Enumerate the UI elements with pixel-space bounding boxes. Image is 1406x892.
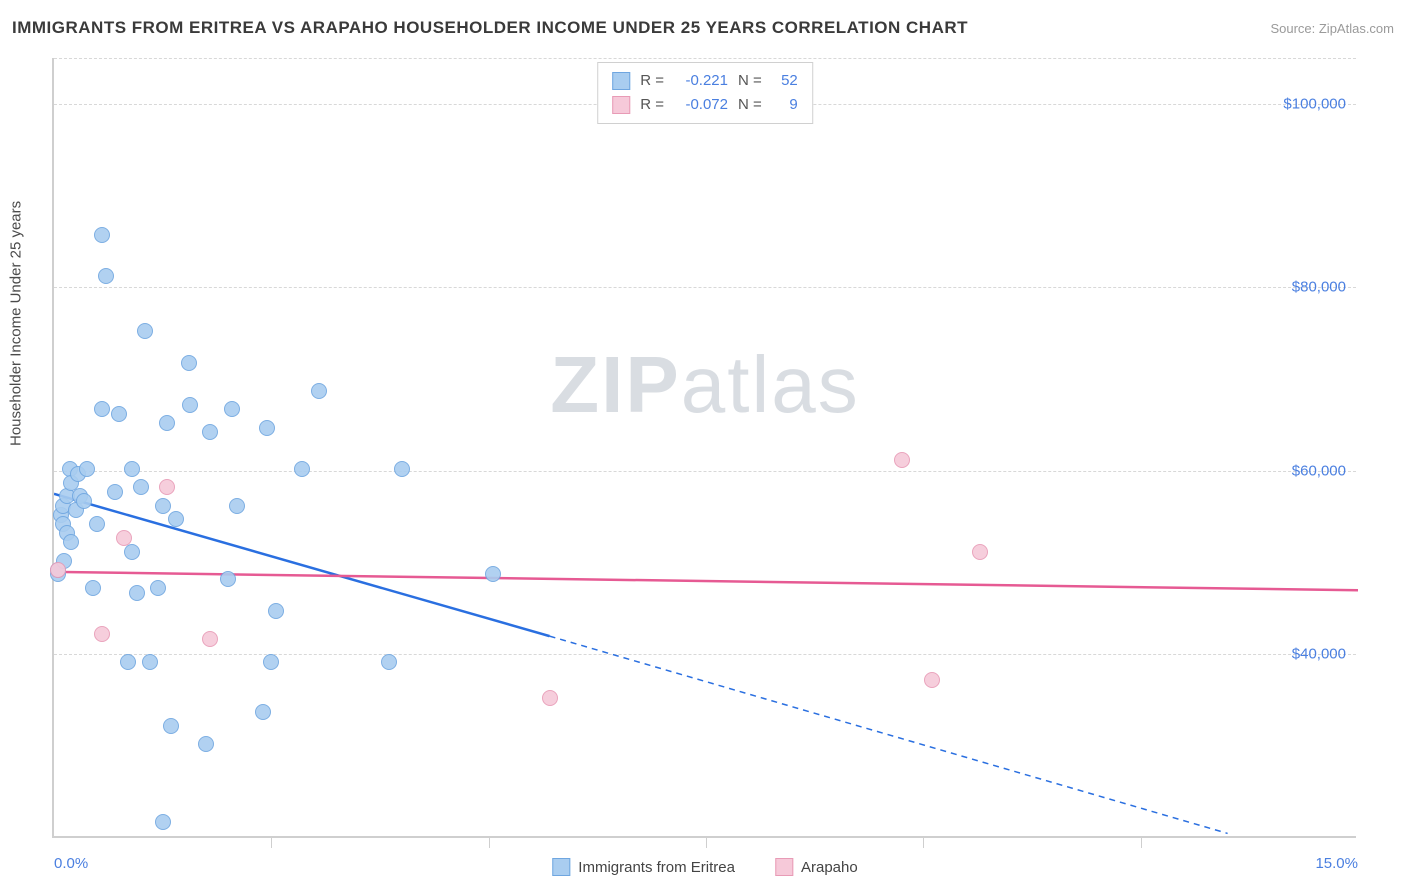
- x-tick: [489, 836, 490, 848]
- y-tick-label: $100,000: [1283, 95, 1346, 112]
- watermark-light: atlas: [681, 340, 860, 429]
- data-point-eritrea: [202, 424, 218, 440]
- data-point-eritrea: [163, 718, 179, 734]
- data-point-eritrea: [198, 736, 214, 752]
- data-point-eritrea: [381, 654, 397, 670]
- data-point-eritrea: [107, 484, 123, 500]
- data-point-arapaho: [159, 479, 175, 495]
- data-point-arapaho: [116, 530, 132, 546]
- data-point-arapaho: [894, 452, 910, 468]
- data-point-eritrea: [120, 654, 136, 670]
- y-tick-label: $80,000: [1292, 279, 1346, 296]
- source-name: ZipAtlas.com: [1319, 21, 1394, 36]
- data-point-eritrea: [124, 544, 140, 560]
- grid-line: [54, 471, 1356, 472]
- legend-item-eritrea: Immigrants from Eritrea: [552, 858, 735, 876]
- grid-line: [54, 287, 1356, 288]
- data-point-arapaho: [94, 626, 110, 642]
- data-point-eritrea: [63, 534, 79, 550]
- trend-lines: [54, 58, 1358, 838]
- data-point-eritrea: [155, 814, 171, 830]
- source-prefix: Source:: [1270, 21, 1318, 36]
- swatch-arapaho: [612, 96, 630, 114]
- data-point-eritrea: [259, 420, 275, 436]
- legend-item-arapaho: Arapaho: [775, 858, 858, 876]
- data-point-arapaho: [202, 631, 218, 647]
- r-label-1: R =: [640, 93, 664, 117]
- legend-label-arapaho: Arapaho: [801, 859, 858, 876]
- y-axis-label: Householder Income Under 25 years: [8, 201, 25, 446]
- data-point-arapaho: [542, 690, 558, 706]
- data-point-eritrea: [229, 498, 245, 514]
- r-value-1: -0.072: [674, 93, 728, 117]
- x-tick-label: 15.0%: [1315, 855, 1358, 872]
- data-point-eritrea: [268, 603, 284, 619]
- data-point-arapaho: [972, 544, 988, 560]
- swatch-eritrea: [612, 72, 630, 90]
- data-point-eritrea: [485, 566, 501, 582]
- data-point-arapaho: [50, 562, 66, 578]
- data-point-eritrea: [224, 401, 240, 417]
- data-point-eritrea: [394, 461, 410, 477]
- chart-title: IMMIGRANTS FROM ERITREA VS ARAPAHO HOUSE…: [12, 18, 968, 38]
- source-attribution: Source: ZipAtlas.com: [1270, 21, 1394, 36]
- data-point-eritrea: [79, 461, 95, 477]
- data-point-eritrea: [220, 571, 236, 587]
- n-value-0: 52: [772, 69, 798, 93]
- x-tick: [923, 836, 924, 848]
- data-point-eritrea: [137, 323, 153, 339]
- stats-row-arapaho: R = -0.072 N = 9: [612, 93, 798, 117]
- data-point-eritrea: [133, 479, 149, 495]
- data-point-arapaho: [924, 672, 940, 688]
- data-point-eritrea: [311, 383, 327, 399]
- watermark: ZIPatlas: [550, 339, 859, 431]
- y-tick-label: $60,000: [1292, 462, 1346, 479]
- data-point-eritrea: [111, 406, 127, 422]
- y-tick-label: $40,000: [1292, 646, 1346, 663]
- scatter-plot: ZIPatlas $40,000$60,000$80,000$100,000 0…: [52, 58, 1356, 838]
- grid-line: [54, 58, 1356, 59]
- legend: Immigrants from Eritrea Arapaho: [552, 858, 857, 876]
- legend-swatch-eritrea: [552, 858, 570, 876]
- legend-swatch-arapaho: [775, 858, 793, 876]
- data-point-eritrea: [294, 461, 310, 477]
- data-point-eritrea: [150, 580, 166, 596]
- x-tick: [706, 836, 707, 848]
- data-point-eritrea: [142, 654, 158, 670]
- legend-label-eritrea: Immigrants from Eritrea: [578, 859, 735, 876]
- x-tick: [1141, 836, 1142, 848]
- data-point-eritrea: [129, 585, 145, 601]
- data-point-eritrea: [159, 415, 175, 431]
- x-tick-label: 0.0%: [54, 855, 88, 872]
- data-point-eritrea: [98, 268, 114, 284]
- data-point-eritrea: [168, 511, 184, 527]
- grid-line: [54, 654, 1356, 655]
- data-point-eritrea: [89, 516, 105, 532]
- n-value-1: 9: [772, 93, 798, 117]
- data-point-eritrea: [255, 704, 271, 720]
- data-point-eritrea: [94, 227, 110, 243]
- n-label-1: N =: [738, 93, 762, 117]
- x-tick: [271, 836, 272, 848]
- data-point-eritrea: [94, 401, 110, 417]
- r-value-0: -0.221: [674, 69, 728, 93]
- n-label-0: N =: [738, 69, 762, 93]
- correlation-stats-box: R = -0.221 N = 52 R = -0.072 N = 9: [597, 62, 813, 124]
- data-point-eritrea: [124, 461, 140, 477]
- watermark-bold: ZIP: [550, 340, 680, 429]
- data-point-eritrea: [155, 498, 171, 514]
- data-point-eritrea: [181, 355, 197, 371]
- data-point-eritrea: [263, 654, 279, 670]
- r-label-0: R =: [640, 69, 664, 93]
- stats-row-eritrea: R = -0.221 N = 52: [612, 69, 798, 93]
- data-point-eritrea: [182, 397, 198, 413]
- data-point-eritrea: [85, 580, 101, 596]
- data-point-eritrea: [76, 493, 92, 509]
